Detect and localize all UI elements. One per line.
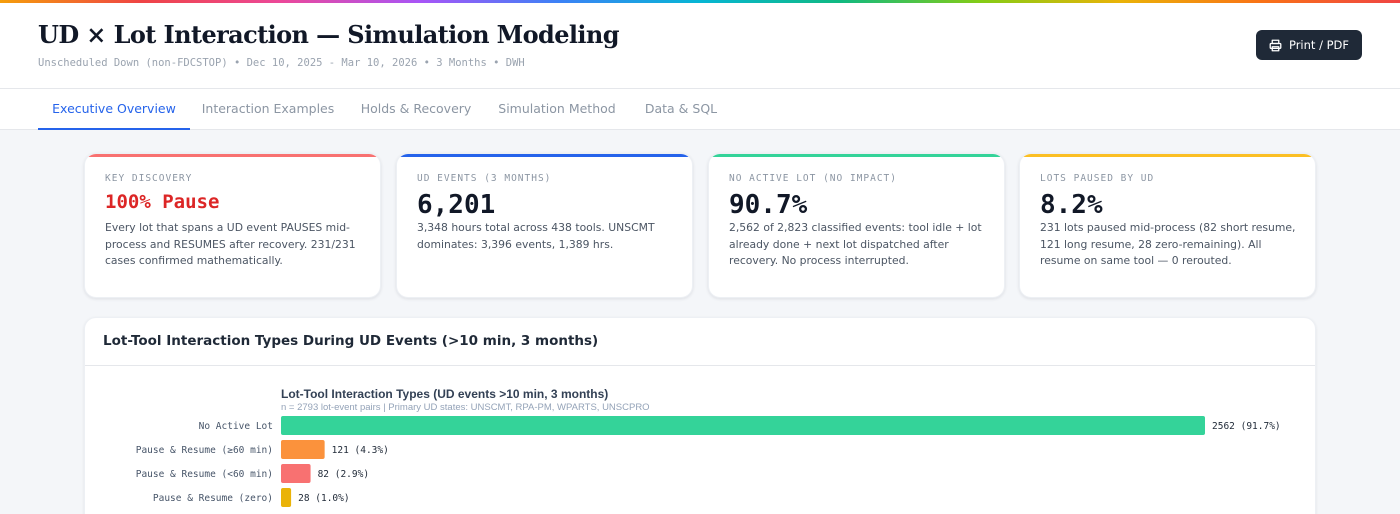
page-title: UD × Lot Interaction — Simulation Modeli…: [38, 20, 620, 49]
card-label: NO ACTIVE LOT (NO IMPACT): [729, 173, 897, 184]
card-label: UD EVENTS (3 MONTHS): [417, 173, 552, 184]
card-label: KEY DISCOVERY: [105, 173, 193, 184]
card-description: 3,348 hours total across 438 tools. UNSC…: [417, 221, 655, 251]
data-label: 28 (1.0%): [298, 493, 349, 504]
ud-events-card: UD EVENTS (3 MONTHS) 6,201 3,348 hours t…: [396, 153, 693, 298]
printer-icon: [1269, 39, 1282, 52]
tab-interaction-examples[interactable]: Interaction Examples: [201, 101, 335, 116]
card-value: 90.7%: [729, 190, 808, 220]
no-active-lot-card: NO ACTIVE LOT (NO IMPACT) 90.7% 2,562 of…: [708, 153, 1005, 298]
data-label: 2562 (91.7%): [1212, 421, 1281, 432]
category-label: Pause & Resume (≥60 min): [136, 445, 273, 456]
data-label: 82 (2.9%): [318, 469, 369, 480]
tab-executive-overview[interactable]: Executive Overview: [38, 89, 190, 130]
category-label: Pause & Resume (<60 min): [136, 469, 273, 480]
chart-subtitle: n = 2793 lot-event pairs | Primary UD st…: [281, 402, 650, 413]
panel-divider: [85, 365, 1315, 366]
print-pdf-label: Print / PDF: [1288, 38, 1350, 52]
lots-paused-card: LOTS PAUSED BY UD 8.2% 231 lots paused m…: [1019, 153, 1316, 298]
card-description: 2,562 of 2,823 classified events: tool i…: [729, 221, 982, 267]
card-accent-bar: [85, 154, 380, 157]
print-pdf-button[interactable]: Print / PDF: [1256, 30, 1362, 60]
card-value: 100% Pause: [105, 191, 220, 213]
card-value: 8.2%: [1040, 190, 1103, 220]
tab-bar: Executive Overview Interaction Examples …: [0, 89, 1400, 130]
chart-title: Lot-Tool Interaction Types (UD events >1…: [281, 387, 608, 401]
bar: [281, 488, 292, 507]
page-header: UD × Lot Interaction — Simulation Modeli…: [0, 3, 1400, 89]
tab-holds-recovery[interactable]: Holds & Recovery: [360, 101, 472, 116]
interaction-types-chart: Lot-Tool Interaction Types (UD events >1…: [136, 387, 1281, 507]
card-value: 6,201: [417, 190, 496, 220]
data-label: 121 (4.3%): [332, 445, 389, 456]
card-description: 231 lots paused mid-process (82 short re…: [1040, 221, 1296, 267]
tab-data-sql[interactable]: Data & SQL: [644, 101, 718, 116]
card-accent-bar: [709, 154, 1004, 157]
bar: [281, 440, 325, 459]
category-label: Pause & Resume (zero): [153, 493, 273, 504]
key-discovery-card: KEY DISCOVERY 100% Pause Every lot that …: [84, 153, 381, 298]
card-accent-bar: [397, 154, 692, 157]
tab-simulation-method[interactable]: Simulation Method: [498, 101, 616, 116]
card-label: LOTS PAUSED BY UD: [1040, 173, 1155, 184]
bar: [281, 416, 1205, 435]
bar: [281, 464, 311, 483]
panel-title: Lot-Tool Interaction Types During UD Eve…: [103, 333, 599, 349]
card-description: Every lot that spans a UD event PAUSES m…: [105, 221, 356, 267]
interaction-types-panel: Lot-Tool Interaction Types During UD Eve…: [84, 317, 1316, 514]
top-accent-stripe: [0, 0, 1400, 3]
page-subtitle: Unscheduled Down (non-FDCSTOP) • Dec 10,…: [38, 57, 525, 69]
card-accent-bar: [1020, 154, 1315, 157]
category-label: No Active Lot: [199, 421, 273, 432]
